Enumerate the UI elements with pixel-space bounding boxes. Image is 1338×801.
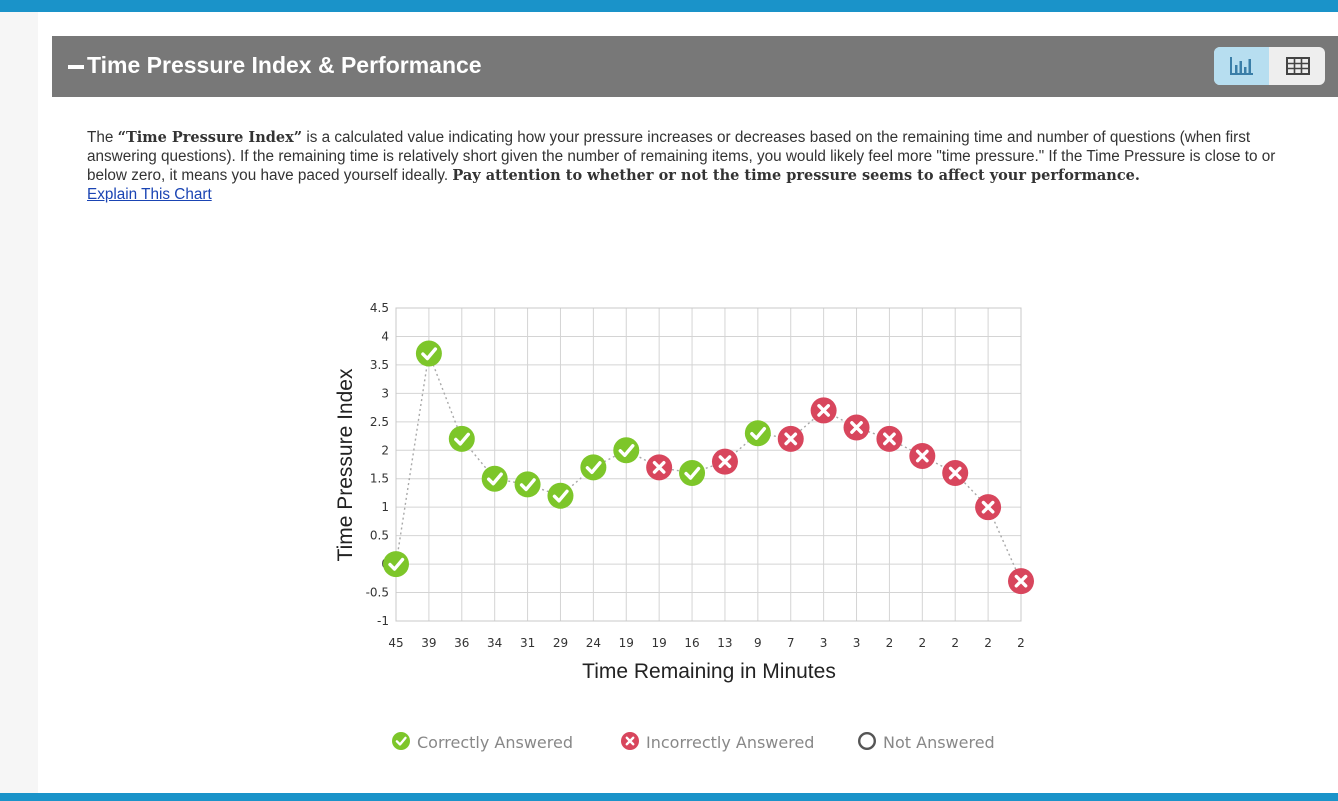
x-tick-label: 9	[754, 636, 762, 650]
y-tick-label: -0.5	[366, 586, 389, 600]
top-accent-bar	[0, 0, 1338, 12]
correct-point	[448, 425, 475, 452]
table-view-button[interactable]	[1270, 47, 1325, 85]
x-tick-label: 2	[1017, 636, 1025, 650]
incorrect-point	[646, 454, 673, 481]
x-tick-label: 2	[951, 636, 959, 650]
x-axis-ticks: 45 39 36 34 31 29 24 19 19 16 13 9 7 3 3 2 2 2 2 2	[388, 636, 1024, 650]
incorrect-legend-icon	[621, 732, 639, 750]
y-tick-label: 1	[381, 500, 389, 514]
description-term: “Time Pressure Index”	[117, 129, 303, 146]
description-intro: The	[87, 129, 118, 146]
x-tick-label: 39	[421, 636, 436, 650]
plot-border	[395, 307, 1022, 622]
x-tick-label: 2	[918, 636, 926, 650]
correct-legend-icon	[392, 732, 410, 750]
y-tick-label: 0.5	[370, 529, 389, 543]
incorrect-point	[1008, 568, 1034, 595]
y-axis-ticks: -1-0.500.511.522.533.544.5	[366, 301, 389, 628]
legend-label-incorrect: Incorrectly Answered	[646, 733, 814, 752]
x-tick-label: 31	[520, 636, 535, 650]
x-tick-label: 24	[586, 636, 601, 650]
correct-point	[481, 465, 508, 492]
collapse-icon[interactable]	[68, 65, 84, 69]
y-tick-label: -1	[377, 614, 389, 628]
correct-point	[744, 420, 771, 447]
correct-point	[514, 471, 541, 498]
correct-point	[613, 437, 640, 464]
x-tick-label: 34	[487, 636, 502, 650]
correct-point	[415, 340, 442, 367]
chart-description: The “Time Pressure Index” is a calculate…	[87, 128, 1312, 185]
x-tick-label: 2	[984, 636, 992, 650]
x-axis-label: Time Remaining in Minutes	[582, 660, 836, 683]
bottom-accent-bar	[0, 793, 1338, 801]
performance-panel: Time Pressure Index & Performance	[38, 12, 1338, 793]
incorrect-point	[909, 442, 936, 469]
y-axis-label: Time Pressure Index	[334, 368, 357, 561]
correct-point	[547, 482, 574, 509]
y-tick-label: 3.5	[370, 358, 389, 372]
bar-chart-icon	[1229, 57, 1253, 75]
x-tick-label: 16	[684, 636, 699, 650]
chart-view-button[interactable]	[1214, 47, 1269, 85]
panel-header: Time Pressure Index & Performance	[52, 36, 1338, 97]
table-grid-icon	[1285, 57, 1310, 75]
explain-chart-link[interactable]: Explain This Chart	[87, 186, 212, 203]
not-answered-legend-icon	[858, 732, 877, 751]
correct-point	[580, 454, 607, 481]
y-tick-label: 2	[381, 443, 389, 457]
incorrect-point	[777, 425, 804, 452]
x-tick-label: 19	[652, 636, 667, 650]
y-tick-label: 4.5	[370, 301, 389, 315]
x-tick-label: 7	[787, 636, 795, 650]
x-tick-label: 36	[454, 636, 469, 650]
data-points	[383, 340, 1034, 595]
chart-legend: Correctly Answered Incorrectly Answered No…	[392, 732, 995, 752]
description-body: is a calculated value indicating how you…	[87, 129, 1276, 184]
incorrect-point	[876, 425, 903, 452]
x-tick-label: 29	[553, 636, 568, 650]
description-emphasis: Pay attention to whether or not the time…	[452, 167, 1140, 184]
x-tick-label: 3	[820, 636, 828, 650]
y-tick-label: 2.5	[370, 415, 389, 429]
legend-label-not-answered: Not Answered	[883, 733, 995, 752]
correct-point	[383, 551, 409, 578]
x-tick-label: 13	[717, 636, 732, 650]
incorrect-point	[975, 494, 1002, 521]
x-tick-label: 45	[388, 636, 403, 650]
incorrect-point	[843, 414, 870, 441]
panel-title: Time Pressure Index & Performance	[87, 52, 482, 78]
correct-point	[679, 460, 706, 487]
y-tick-label: 4	[381, 329, 389, 343]
y-tick-label: 1.5	[370, 472, 389, 486]
x-tick-label: 2	[886, 636, 894, 650]
x-tick-label: 19	[619, 636, 634, 650]
y-tick-label: 3	[381, 386, 389, 400]
view-toggle	[1214, 47, 1325, 85]
incorrect-point	[711, 448, 738, 475]
x-tick-label: 3	[853, 636, 861, 650]
incorrect-point	[810, 397, 837, 424]
incorrect-point	[942, 460, 969, 487]
legend-label-correct: Correctly Answered	[417, 733, 573, 752]
